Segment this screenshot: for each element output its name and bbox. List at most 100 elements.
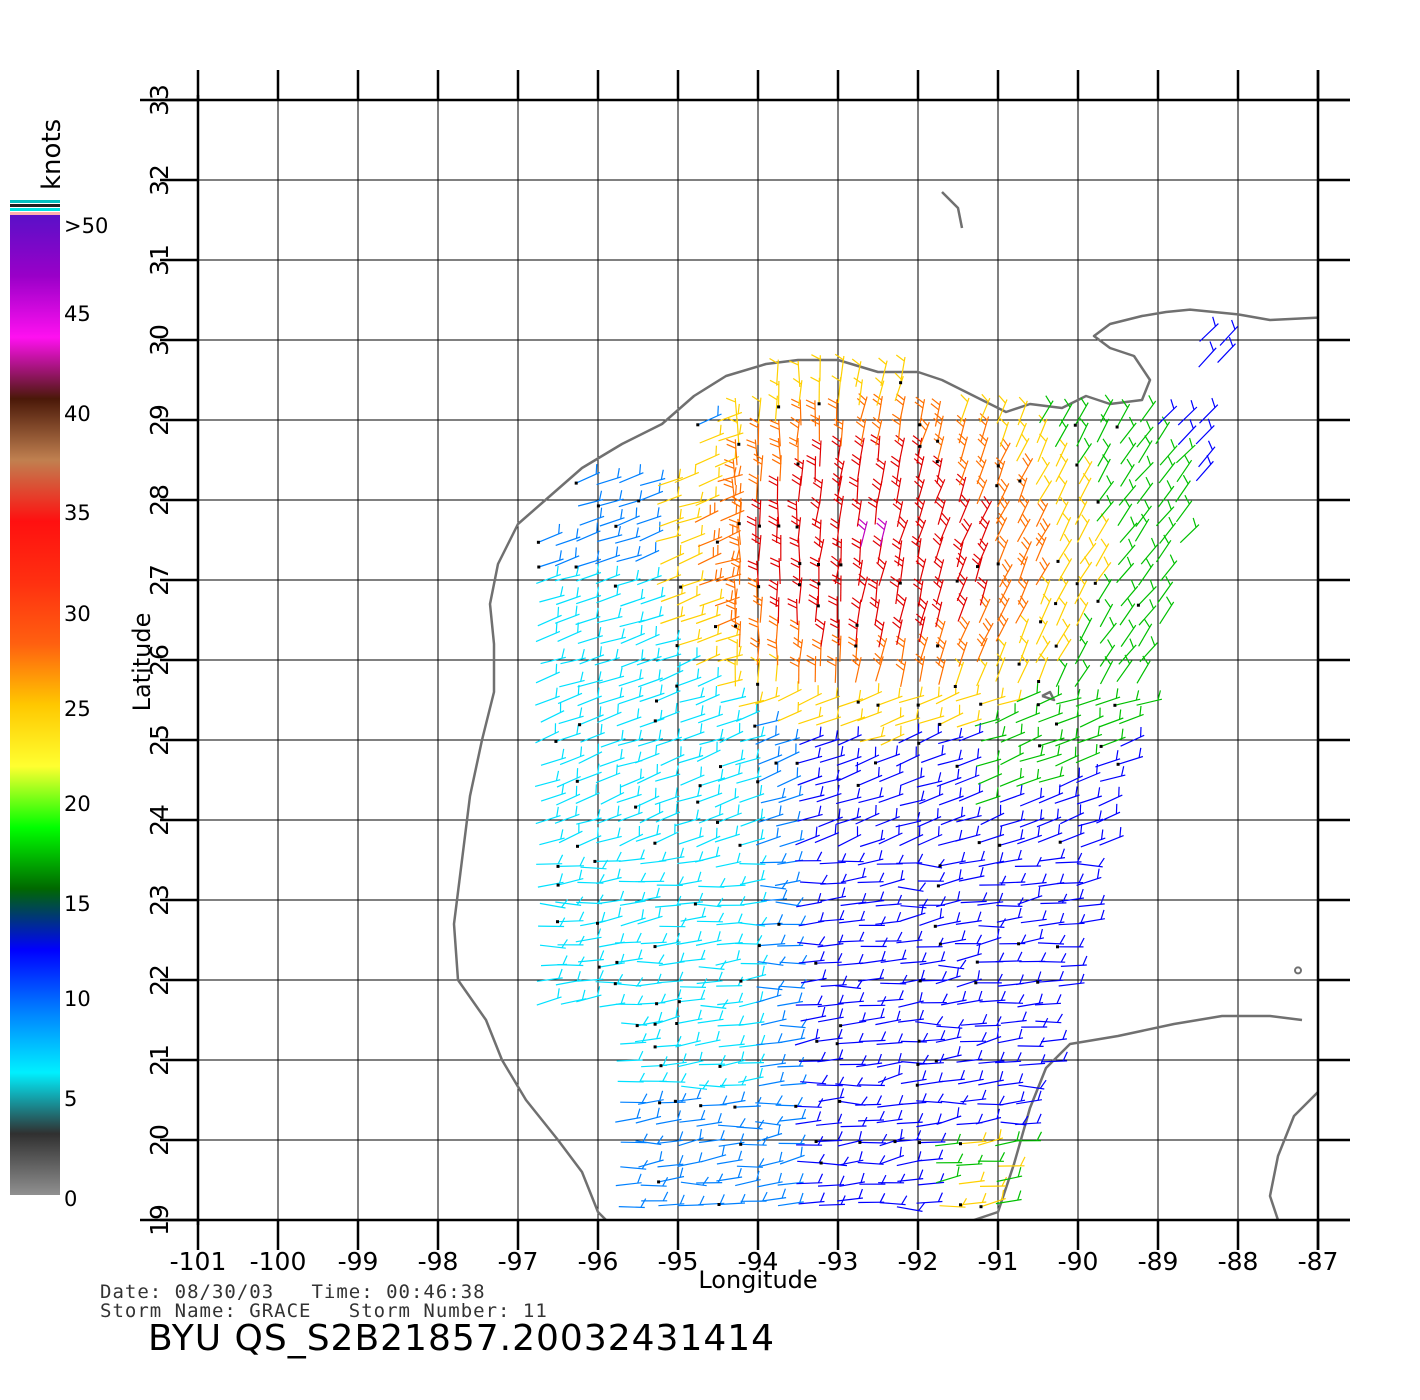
wind-barb [577,687,602,707]
wind-barb [1056,597,1068,626]
wind-barb [938,829,964,846]
wind-barb [1018,726,1042,748]
wind-barb [817,1008,844,1023]
wind-barb [618,872,647,883]
wind-barb [775,1096,803,1107]
wind-barb [755,1116,784,1126]
wind-barb [639,521,664,542]
wind-barb [699,588,725,607]
wind-barb [719,722,744,744]
wind-barb [738,829,766,847]
wind-barb [894,434,905,464]
wind-barb [658,847,685,862]
wind-barb [977,1095,1005,1106]
wind-barb [896,930,923,944]
wind-barb [717,465,743,483]
y-tick-label: 33 [145,84,174,116]
wind-barb [800,1006,827,1022]
coastline [452,191,1319,1222]
wind-barb [698,1054,726,1066]
wind-barb [918,1132,947,1145]
wind-barb [1095,750,1121,768]
wind-barb [1199,316,1219,342]
wind-barb [1219,319,1239,346]
wind-barb [899,826,924,847]
wind-barb [1035,616,1048,645]
wind-barb [798,951,825,964]
wind-barb [1020,536,1032,566]
wind-barb [1075,689,1101,707]
wind-barb [596,490,624,508]
wind-barb [895,354,906,385]
wind-barb [851,597,862,627]
wind-barb [940,990,967,1006]
wind-barb [920,745,946,764]
wind-barb [916,937,944,948]
wind-barb [856,766,883,787]
wind-barb [653,703,680,723]
wind-barb [1015,595,1029,624]
wind-barb [875,1010,902,1026]
wind-barb [768,579,779,608]
wind-barb [856,683,883,704]
x-tick-label: -96 [578,1247,619,1276]
wind-barb [1139,636,1158,663]
wind-barb [1054,786,1080,804]
wind-barb [777,1173,804,1186]
wind-barb [1099,616,1117,644]
wind-barb [831,375,842,404]
wind-barb [598,933,625,948]
wind-barb [695,605,721,625]
wind-barb [768,393,778,422]
wind-barb [600,784,625,805]
wind-barb [897,1169,924,1182]
wind-barb [959,1192,987,1207]
wind-barb [576,827,602,848]
wind-barb [697,624,722,643]
wind-barb [997,1073,1024,1087]
wind-barb [656,566,682,586]
wind-barb [1038,912,1065,927]
wind-barb [659,1073,687,1083]
wind-barb [718,1034,745,1048]
wind-barb [1116,654,1133,683]
wind-barb [598,667,625,684]
wind-barb [900,952,927,964]
wind-barb [867,578,878,606]
wind-barb [1096,414,1110,443]
wind-barb [653,1007,680,1026]
wind-barb [820,887,847,902]
wind-barb [617,729,644,746]
wind-barb [1017,552,1029,582]
wind-barb [1039,848,1066,862]
wind-barb [575,607,601,626]
wind-barb [1099,827,1124,846]
wind-barb [870,434,881,462]
wind-barb [896,593,907,623]
wind-barb [557,684,583,705]
x-tick-label: -91 [978,1247,1019,1276]
wind-barb [735,1170,761,1187]
wind-barb [756,1033,783,1046]
wind-barb [979,687,1006,706]
wind-barb [725,578,737,605]
wind-barb [837,826,862,847]
wind-barb [1017,635,1029,666]
wind-barb [620,588,646,607]
wind-barb [1119,416,1137,444]
wind-barb [913,453,925,482]
wind-barb [959,494,971,524]
lat-lon-grid [197,99,1319,1221]
wind-barb [694,1030,721,1046]
wind-barb [534,770,561,787]
wind-barb [918,417,930,448]
wind-barb [978,413,990,442]
wind-barb [1015,704,1041,724]
wind-barb [696,1173,724,1184]
wind-barb [598,890,625,905]
wind-barb [880,725,905,746]
x-tick-label: -92 [898,1247,939,1276]
wind-barb [1075,437,1092,467]
wind-barb [1038,729,1065,748]
wind-barb [1014,1131,1043,1142]
